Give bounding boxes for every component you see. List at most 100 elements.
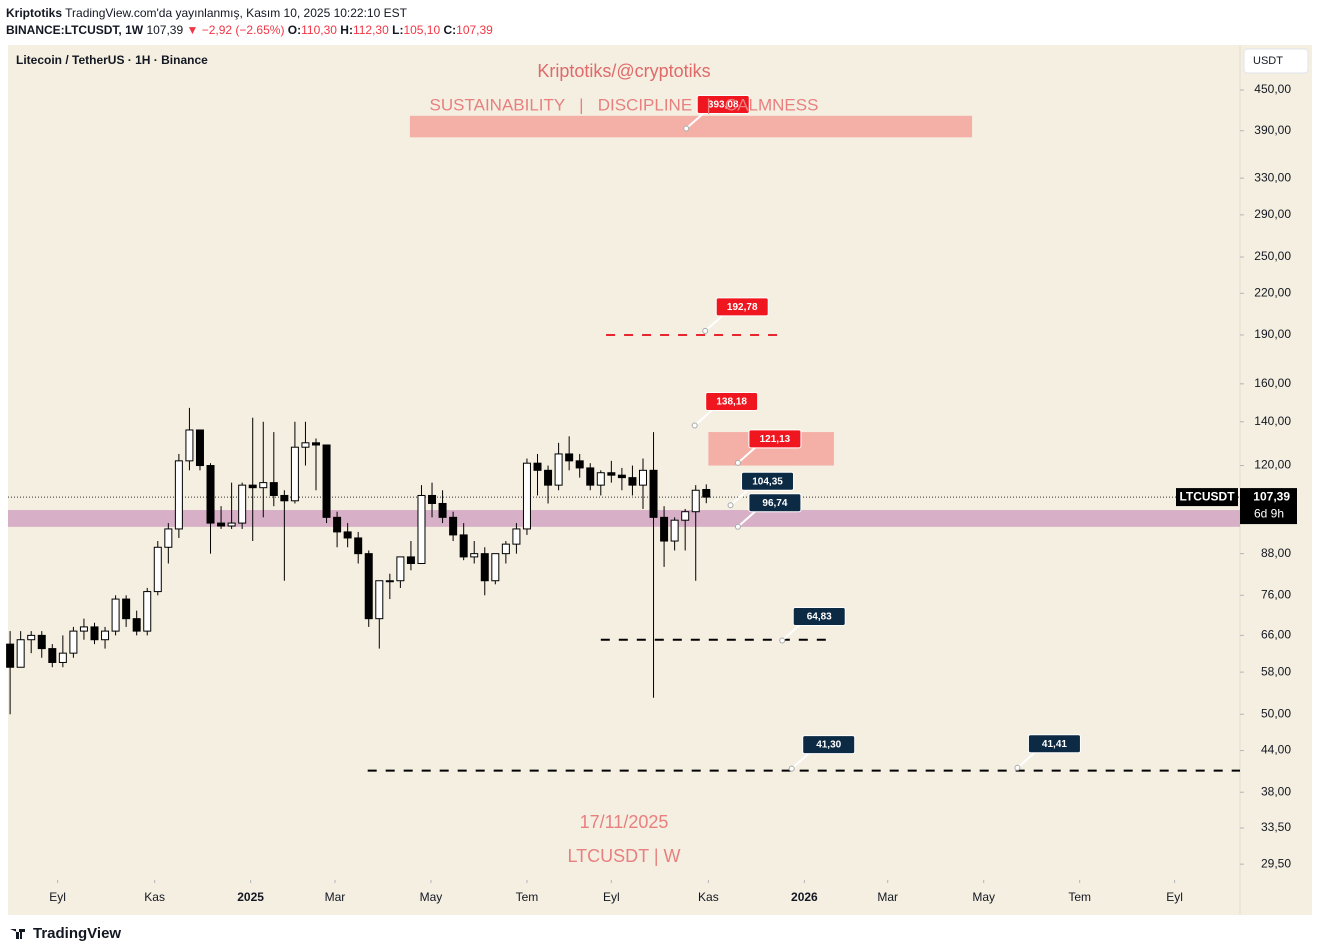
- y-tick-label: 88,00: [1261, 546, 1291, 560]
- x-tick-label: Eyl: [1166, 890, 1183, 904]
- candle-body: [649, 469, 658, 518]
- candle-body: [628, 477, 637, 486]
- candle-body: [596, 472, 605, 486]
- currency-box[interactable]: [1243, 48, 1309, 74]
- x-tick-label: Eyl: [603, 890, 620, 904]
- currency[interactable]: USDT: [1253, 55, 1283, 67]
- candle-body: [132, 618, 141, 632]
- candle-body: [259, 482, 268, 489]
- x-tick-label: 2026: [791, 890, 818, 904]
- zone: [409, 115, 973, 138]
- annotation-box: [792, 606, 846, 626]
- logo-icon: [10, 929, 25, 939]
- candle-body: [512, 528, 521, 545]
- annotation-leader: [1016, 752, 1036, 769]
- k: C:: [443, 23, 457, 37]
- y-tick-label: 38,00: [1261, 784, 1291, 798]
- legend: Litecoin / TetherUS · 1H · Binance: [16, 53, 208, 67]
- brand: TradingView: [33, 925, 121, 942]
- candle-body: [269, 482, 278, 496]
- annotation-point: [734, 523, 741, 530]
- candle-body: [37, 634, 46, 650]
- v: 105,10: [403, 23, 441, 37]
- candle-body: [79, 626, 88, 632]
- annotation-point: [779, 637, 786, 644]
- candle-body: [227, 522, 236, 527]
- x-tick-label: May: [420, 890, 443, 904]
- candle-body: [6, 643, 15, 668]
- candle-body: [248, 484, 257, 489]
- y-tick-label: 330,00: [1254, 170, 1291, 184]
- candle-body: [417, 494, 426, 565]
- annotation-box: [1027, 734, 1081, 754]
- v: 107,39: [456, 23, 493, 37]
- candle-body: [438, 502, 447, 518]
- x-tick-label: Mar: [877, 890, 898, 904]
- annotation-label: 104,35: [752, 476, 783, 487]
- x-tick-label: May: [972, 890, 995, 904]
- k: O:: [287, 23, 302, 37]
- annotation-point: [702, 327, 709, 334]
- candle-body: [660, 516, 669, 542]
- y-tick-label: 29,50: [1261, 856, 1291, 870]
- symbol: BINANCE:LTCUSDT, 1W: [6, 23, 144, 37]
- candle-body: [206, 465, 215, 524]
- annotation-leader: [781, 624, 800, 642]
- candle-body: [185, 429, 194, 462]
- y-tick-label: 160,00: [1254, 376, 1291, 390]
- x-tick-label: Tem: [516, 890, 539, 904]
- candle-body: [702, 488, 711, 498]
- plot: 393,08 192,78 138,18 121,13 104,35 96,74 64,83…: [6, 94, 1240, 772]
- published: TradingView.com'da yayınlanmış, Kasım 10…: [65, 6, 407, 20]
- y-tick-label: 120,00: [1254, 458, 1291, 472]
- x-tick-label: Kas: [144, 890, 165, 904]
- candle-body: [575, 460, 584, 469]
- annotation-point: [683, 125, 690, 132]
- candle-body: [354, 537, 363, 555]
- price-label: 107,39: [1253, 489, 1290, 503]
- candle-body: [406, 556, 415, 565]
- candle-body: [385, 580, 394, 583]
- annotation-point: [1014, 764, 1021, 771]
- annotation-leader: [704, 315, 723, 332]
- symbol-box: [1176, 488, 1238, 507]
- annotation-box: [802, 735, 856, 755]
- candle-body: [428, 494, 437, 504]
- candle-body: [638, 469, 647, 486]
- v: 112,30: [352, 23, 389, 37]
- candle-body: [586, 467, 595, 486]
- candle-body: [364, 553, 373, 620]
- chart-bg: [8, 45, 1312, 915]
- annotation-point: [691, 422, 698, 429]
- annotation-label: 138,18: [716, 397, 747, 408]
- candle-body: [174, 460, 183, 530]
- candle-body: [90, 626, 99, 641]
- x-tick-label: 2025: [237, 890, 264, 904]
- candle-body: [48, 648, 57, 663]
- symbol-note: LTCUSDT | W: [567, 846, 680, 866]
- candle-body: [69, 630, 78, 654]
- x-tick-label: Eyl: [49, 890, 66, 904]
- countdown: 6d 9h: [1254, 506, 1284, 520]
- x-tick-label: Mar: [325, 890, 346, 904]
- candle-body: [195, 429, 204, 467]
- candle-body: [164, 528, 173, 548]
- candle-body: [143, 591, 152, 632]
- date-note: 17/11/2025: [580, 812, 669, 832]
- header-line: Kriptotiks TradingView.com'da yayınlanmı…: [6, 5, 493, 22]
- candle-body: [238, 484, 247, 524]
- candle-body: [290, 446, 299, 502]
- candle-body: [343, 531, 352, 539]
- v: 110,30: [301, 23, 337, 37]
- annotation-leader: [685, 112, 704, 130]
- header: Kriptotiks TradingView.com'da yayınlanmı…: [6, 5, 493, 39]
- annotation-label: 41,41: [1042, 739, 1067, 750]
- annotation-box: [741, 471, 795, 491]
- annotation-label: 96,74: [762, 498, 787, 509]
- y-tick-label: 290,00: [1254, 207, 1291, 221]
- change: ▼ −2,92 (−2.65%): [186, 23, 285, 37]
- candle-body: [459, 534, 468, 558]
- title: Kriptotiks/@cryptotiks: [537, 61, 710, 81]
